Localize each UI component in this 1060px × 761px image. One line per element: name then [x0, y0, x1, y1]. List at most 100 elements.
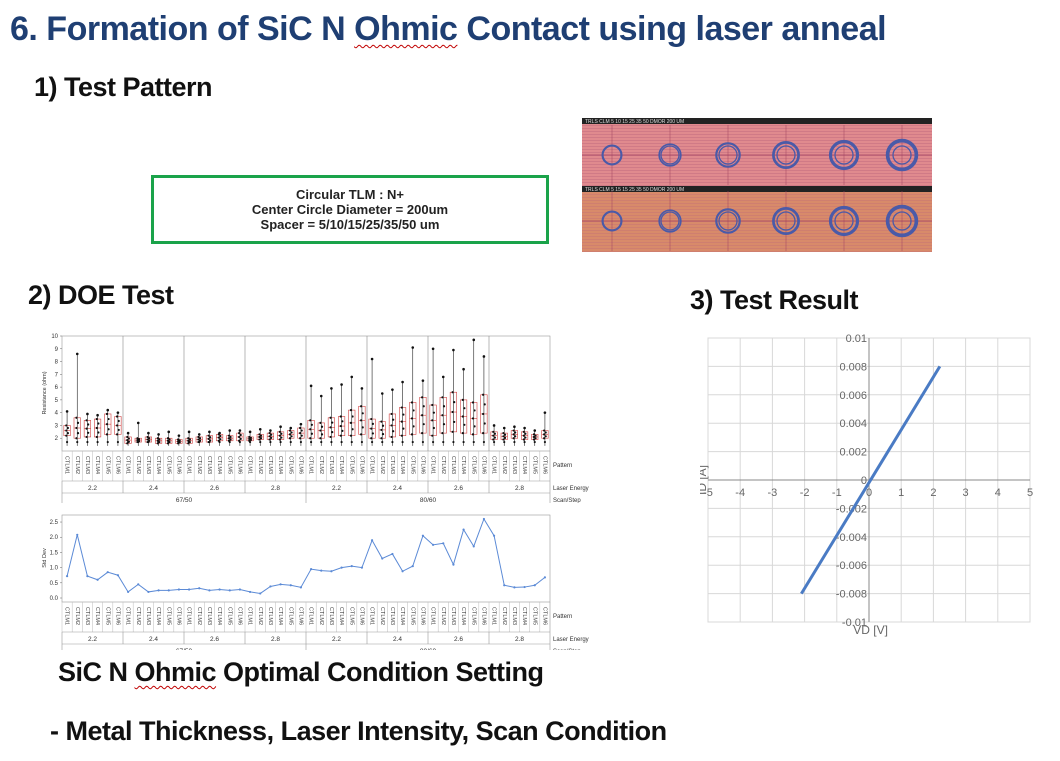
- box-data-point: [248, 440, 252, 444]
- box-data-point: [168, 438, 171, 441]
- energy-tick-label: 2.8: [271, 636, 280, 643]
- iv-result-chart: -5 -4 -3 -2 -1 0 1 2 3 4 5-0.01-0.008-0.006-0.004-…: [700, 333, 1033, 637]
- stddev-point: [431, 543, 435, 546]
- stddev-point: [177, 588, 181, 591]
- stddev-point: [360, 566, 364, 569]
- ctlm-inner-ring: [602, 145, 622, 165]
- box-max-point: [472, 338, 476, 342]
- box-max-point: [462, 367, 465, 371]
- pattern-tick-label: CTLM2: [74, 456, 80, 474]
- energy-axis-label: Laser Energy: [553, 637, 589, 643]
- pattern-tick-label: CTLM6: [175, 456, 181, 474]
- stdplot-frame: [61, 514, 551, 603]
- box-max-point: [279, 425, 282, 429]
- box-data-point: [502, 435, 505, 438]
- box-data-point: [320, 433, 324, 436]
- box-data-point: [126, 439, 129, 442]
- title-wavy-word: Ohmic: [354, 10, 458, 48]
- energy-tick-label: 2.4: [393, 485, 402, 492]
- box-data-point: [421, 432, 424, 435]
- box-data-point: [339, 415, 342, 418]
- stddev-point: [462, 528, 465, 531]
- ctlm-inner-ring: [776, 145, 796, 165]
- pattern-header-text-2: TRLS CLM 5 15 15 25 35 50 DMOR 200 UM: [585, 187, 684, 193]
- box-data-point: [268, 432, 271, 435]
- pattern-tick-label: CTLM6: [236, 607, 242, 625]
- box-data-point: [524, 436, 527, 439]
- pattern-tick-label: CTLM3: [328, 607, 334, 625]
- box-data-point: [463, 407, 466, 410]
- box-data-point: [278, 438, 281, 441]
- box-data-point: [473, 409, 476, 412]
- box-max-point: [391, 388, 394, 391]
- box-data-point: [544, 431, 547, 434]
- stddev-point: [381, 557, 384, 560]
- box-data-point: [410, 417, 414, 420]
- box-max-point: [238, 429, 242, 432]
- box-data-point: [270, 433, 273, 436]
- box-data-point: [290, 431, 293, 434]
- box-data-point: [371, 432, 374, 435]
- box-data-point: [105, 412, 109, 416]
- box-data-point: [137, 438, 141, 441]
- box-data-point: [288, 433, 292, 436]
- box-data-point: [188, 438, 191, 441]
- box-max-point: [411, 346, 415, 349]
- box-data-point: [492, 434, 495, 437]
- y-axis-label: Std Dev: [42, 548, 48, 568]
- stddev-point: [299, 586, 303, 589]
- ctlm-outer-ring: [828, 205, 860, 237]
- pattern-tick-label: CTLM2: [318, 607, 324, 625]
- box-data-point: [126, 435, 129, 439]
- box-max-point: [167, 430, 171, 434]
- pattern-tick-label: CTLM6: [541, 456, 547, 474]
- box-data-point: [299, 437, 302, 440]
- box-data-point: [442, 440, 445, 444]
- stddev-point: [238, 588, 242, 591]
- ctlm-inner-ring: [718, 211, 738, 231]
- y-tick-label: 0.5: [50, 581, 59, 587]
- iv-y-tick-label: 0.004: [839, 418, 867, 430]
- pattern-tick-label: CTLM1: [430, 607, 436, 625]
- pattern-tick-label: CTLM1: [64, 456, 70, 474]
- box-max-point: [269, 429, 272, 432]
- box-data-point: [299, 440, 303, 444]
- box-data-point: [105, 433, 109, 436]
- box-max-point: [543, 411, 547, 414]
- box-data-point: [400, 420, 403, 423]
- box-data-point: [503, 433, 507, 436]
- energy-tick-label: 2.8: [515, 636, 524, 643]
- box-data-point: [380, 437, 383, 440]
- energy-tick-label: 2.4: [149, 636, 158, 643]
- box-data-point: [472, 440, 475, 444]
- ctlm-outer-ring: [658, 209, 682, 233]
- box-data-point: [248, 437, 251, 440]
- iv-y-tick-label: -0.006: [836, 560, 867, 572]
- ctlm-inner-ring: [660, 211, 680, 231]
- ctlm-outer-ring: [885, 138, 919, 172]
- box-data-point: [217, 433, 220, 436]
- pattern-tick-label: CTLM1: [186, 607, 192, 625]
- box-data-point: [97, 422, 100, 425]
- box-max-point: [350, 375, 354, 379]
- pattern-tick-label: CTLM5: [287, 607, 293, 625]
- pattern-tick-label: CTLM2: [318, 456, 324, 474]
- pattern-tick-label: CTLM1: [369, 607, 375, 625]
- ctlm-outer-ring: [715, 142, 741, 168]
- box-data-point: [370, 427, 373, 430]
- stddev-point: [492, 534, 496, 537]
- pattern-tick-label: CTLM5: [165, 456, 171, 474]
- ctlm-outer-ring: [715, 208, 741, 234]
- ctlm-inner-ring: [602, 211, 622, 231]
- box-data-point: [66, 432, 69, 435]
- box-max-point: [65, 410, 69, 413]
- box-data-point: [227, 437, 231, 440]
- box-data-point: [390, 412, 393, 416]
- pattern-tick-label: CTLM2: [257, 456, 263, 474]
- box-data-point: [239, 437, 242, 440]
- pattern-tick-label: CTLM2: [501, 456, 507, 474]
- box-data-point: [340, 440, 343, 444]
- box-data-point: [514, 431, 517, 434]
- box-data-point: [390, 435, 393, 439]
- stddev-point: [279, 583, 282, 586]
